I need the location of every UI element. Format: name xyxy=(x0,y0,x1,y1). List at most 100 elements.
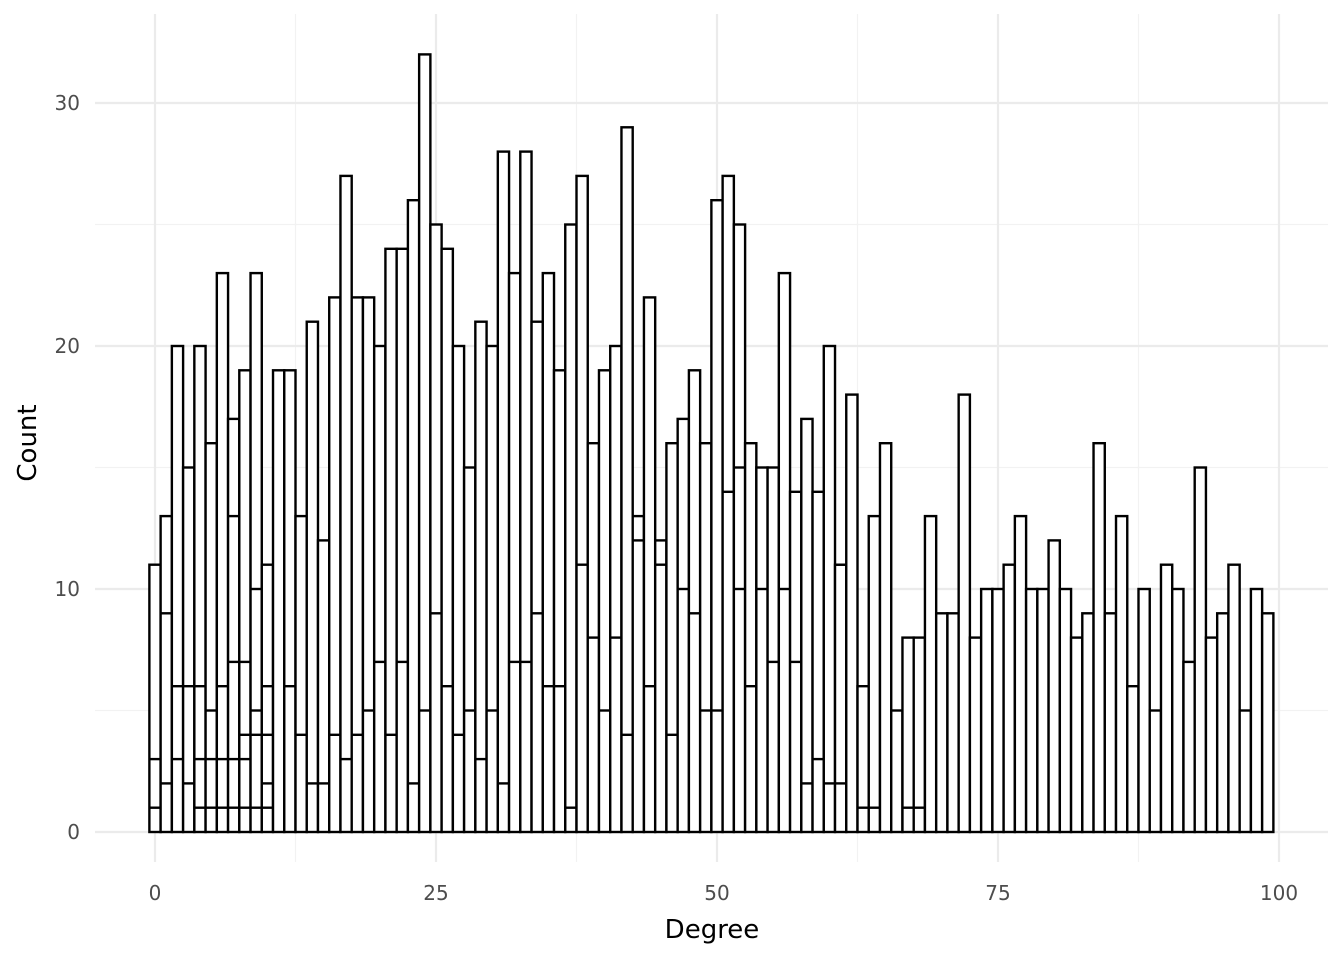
histogram-bar xyxy=(170,344,185,834)
histogram-bar xyxy=(496,150,511,834)
histogram-bar xyxy=(923,514,938,834)
histogram-bar xyxy=(676,417,691,834)
histogram-bar xyxy=(732,223,747,834)
histogram-bar xyxy=(957,393,972,834)
histogram-bar-outline xyxy=(519,150,533,834)
histogram-bar xyxy=(867,514,882,834)
histogram-bar-outline xyxy=(597,369,612,834)
histogram-bar-outline xyxy=(564,223,578,834)
histogram-bar-outline xyxy=(957,393,972,834)
histogram-bar xyxy=(316,539,331,834)
histogram-bar xyxy=(1069,636,1084,834)
histogram-bar-outline xyxy=(979,587,994,834)
histogram-bar-outline xyxy=(845,393,859,834)
histogram-bar xyxy=(1092,442,1106,834)
histogram-bar xyxy=(507,271,522,834)
histogram-bar xyxy=(1137,587,1151,834)
histogram-bar-outline xyxy=(384,247,398,834)
histogram-bar xyxy=(552,369,567,834)
histogram-bar-outline xyxy=(946,612,960,834)
histogram-bar-outline xyxy=(1013,514,1028,834)
histogram-bar xyxy=(856,685,870,834)
histogram-bar-outline xyxy=(833,563,848,834)
histogram-bar-outline xyxy=(991,587,1005,834)
histogram-bar xyxy=(777,271,792,834)
histogram-bar xyxy=(710,198,724,834)
x-axis-ticks: 0 25 50 75 100 xyxy=(149,881,1298,905)
histogram-bar xyxy=(890,709,904,834)
histogram-bar xyxy=(687,369,702,834)
histogram-bar xyxy=(271,369,286,834)
histogram-bar-outline xyxy=(710,198,724,834)
histogram-bar xyxy=(440,247,455,834)
histogram-bar-outline xyxy=(451,344,466,834)
histogram-bar-outline xyxy=(777,271,792,834)
histogram-bar-outline xyxy=(485,344,500,834)
histogram-bar xyxy=(946,612,960,834)
histogram-bar xyxy=(193,344,207,834)
histogram-bar-outline xyxy=(934,612,949,834)
y-tick-label: 0 xyxy=(67,820,80,844)
histogram-bar-outline xyxy=(361,296,376,834)
histogram-bar xyxy=(597,369,612,834)
histogram-bar xyxy=(1227,563,1241,834)
histogram-bar xyxy=(800,417,814,834)
histogram-bar-outline xyxy=(878,442,893,834)
histogram-bar xyxy=(1193,466,1208,834)
histogram-bar xyxy=(1238,709,1253,834)
histogram-bar xyxy=(934,612,949,834)
histogram-bar xyxy=(226,417,241,834)
x-tick-label: 25 xyxy=(423,881,448,905)
histogram-bar xyxy=(541,271,556,834)
histogram-bar xyxy=(1159,563,1174,834)
histogram-bar xyxy=(339,174,353,834)
histogram-bar xyxy=(586,442,601,834)
histogram-bar xyxy=(417,53,432,834)
histogram-bar xyxy=(1204,636,1219,834)
histogram-bar xyxy=(665,442,679,834)
y-axis-ticks: 0 10 20 30 xyxy=(55,91,80,844)
histogram-bar xyxy=(1103,612,1118,834)
histogram-bar xyxy=(384,247,398,834)
histogram-bar-outline xyxy=(530,320,544,834)
histogram-bar-outline xyxy=(1092,442,1106,834)
histogram-bar xyxy=(1058,587,1073,834)
histogram-bar-outline xyxy=(687,369,702,834)
histogram-bar-outline xyxy=(1103,612,1118,834)
histogram-bar-outline xyxy=(890,709,904,834)
histogram-bar-outline xyxy=(1227,563,1241,834)
histogram-bar-outline xyxy=(305,320,320,834)
histogram-bar xyxy=(1215,612,1230,834)
histogram-bar-outline xyxy=(260,563,275,834)
histogram-bar-outline xyxy=(1036,587,1050,834)
x-axis-title: Degree xyxy=(665,915,760,945)
histogram-bar xyxy=(238,369,252,834)
histogram-bar-outline xyxy=(215,271,230,834)
histogram-bar-outline xyxy=(1159,563,1174,834)
histogram-bar xyxy=(451,344,466,834)
histogram-bar-outline xyxy=(721,174,736,834)
histogram-bar xyxy=(1260,612,1275,834)
histogram-bar-outline xyxy=(609,344,623,834)
histogram-bar-outline xyxy=(249,271,263,834)
histogram-bar xyxy=(901,636,915,834)
histogram-bar-outline xyxy=(912,636,927,834)
histogram-bar-outline xyxy=(867,514,882,834)
histogram-bar xyxy=(642,296,657,834)
histogram-bar xyxy=(328,296,342,834)
histogram-bar-outline xyxy=(552,369,567,834)
histogram-bar-outline xyxy=(1047,539,1062,834)
histogram-bar-outline xyxy=(811,490,825,834)
histogram-bar-outline xyxy=(620,126,634,834)
histogram-bar xyxy=(1036,587,1050,834)
histogram-bar xyxy=(305,320,320,834)
histogram-bar-outline xyxy=(1193,466,1208,834)
histogram-bar-outline xyxy=(676,417,691,834)
histogram-bar xyxy=(631,514,646,834)
histogram-bar-outline xyxy=(440,247,455,834)
x-tick-label: 75 xyxy=(985,881,1010,905)
histogram-bar xyxy=(249,271,263,834)
histogram-bar-outline xyxy=(350,296,365,834)
histogram-bar xyxy=(575,174,589,834)
histogram-bar-outline xyxy=(766,466,781,834)
